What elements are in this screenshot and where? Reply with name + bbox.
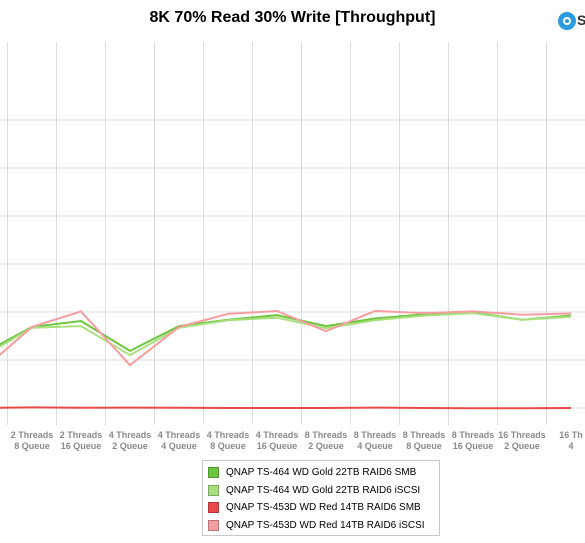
series-line-1 bbox=[0, 311, 572, 353]
x-tick-label-queue: 8 Queue bbox=[406, 441, 442, 451]
x-tick-label-threads: 2 Threads bbox=[60, 430, 103, 440]
legend-label: QNAP TS-453D WD Red 14TB RAID6 SMB bbox=[226, 502, 421, 514]
x-tick-label-threads: 2 Threads bbox=[11, 430, 54, 440]
x-tick-label-queue: 16 Queue bbox=[257, 441, 298, 451]
x-tick-label-queue: 4 Queue bbox=[357, 441, 393, 451]
x-tick-label-threads: Threads bbox=[0, 430, 1, 440]
x-tick-label-queue: 4 Queue bbox=[161, 441, 197, 451]
series-line-2 bbox=[0, 312, 572, 357]
x-tick-label-threads: 4 Threads bbox=[158, 430, 201, 440]
legend-label: QNAP TS-453D WD Red 14TB RAID6 iSCSI bbox=[226, 519, 425, 531]
x-tick-label-threads: 4 Threads bbox=[109, 430, 152, 440]
x-tick-label-threads: 8 Threads bbox=[354, 430, 397, 440]
legend-swatch bbox=[208, 502, 219, 514]
grid bbox=[0, 42, 585, 425]
legend-label: QNAP TS-464 WD Gold 22TB RAID6 SMB bbox=[226, 467, 417, 479]
x-tick-label-queue: 8 Queue bbox=[14, 441, 50, 451]
x-tick-label-queue: 4 bbox=[568, 441, 573, 451]
series-lines bbox=[0, 309, 572, 410]
legend-label: QNAP TS-464 WD Gold 22TB RAID6 iSCSI bbox=[226, 484, 421, 496]
x-tick-label-threads: 4 Threads bbox=[207, 430, 250, 440]
x-tick-label-queue: 16 Queue bbox=[61, 441, 102, 451]
legend-item[interactable]: QNAP TS-453D WD Red 14TB RAID6 iSCSI bbox=[208, 517, 439, 535]
x-tick-label-queue: 2 Queue bbox=[504, 441, 540, 451]
chart-title: 8K 70% Read 30% Write [Throughput] bbox=[149, 9, 436, 26]
x-tick-label-threads: 8 Threads bbox=[403, 430, 446, 440]
legend-swatch bbox=[208, 484, 219, 496]
legend-item[interactable]: QNAP TS-453D WD Red 14TB RAID6 SMB bbox=[208, 499, 439, 517]
legend-swatch bbox=[208, 519, 219, 531]
x-tick-label-queue: 2 Queue bbox=[308, 441, 344, 451]
series-line-3 bbox=[0, 406, 572, 410]
x-tick-label-queue: 2 Queue bbox=[112, 441, 148, 451]
x-tick-label-queue: 16 Queue bbox=[453, 441, 494, 451]
brand-logo-icon bbox=[558, 12, 576, 30]
legend-swatch bbox=[208, 467, 219, 479]
x-tick-label-threads: 8 Threads bbox=[305, 430, 348, 440]
x-tick-label-threads: 4 Threads bbox=[256, 430, 299, 440]
x-tick-label-threads: 8 Threads bbox=[452, 430, 495, 440]
legend: QNAP TS-464 WD Gold 22TB RAID6 SMB QNAP T… bbox=[202, 460, 440, 536]
x-tick-label-threads: 16 Threads bbox=[498, 430, 546, 440]
series-line-4 bbox=[0, 309, 572, 367]
x-tick-label-queue: 8 Queue bbox=[210, 441, 246, 451]
legend-item[interactable]: QNAP TS-464 WD Gold 22TB RAID6 iSCSI bbox=[208, 482, 439, 500]
x-tick-label-threads: 16 Th bbox=[559, 430, 583, 440]
legend-item[interactable]: QNAP TS-464 WD Gold 22TB RAID6 SMB bbox=[208, 464, 439, 482]
brand-text: S bbox=[577, 12, 585, 28]
